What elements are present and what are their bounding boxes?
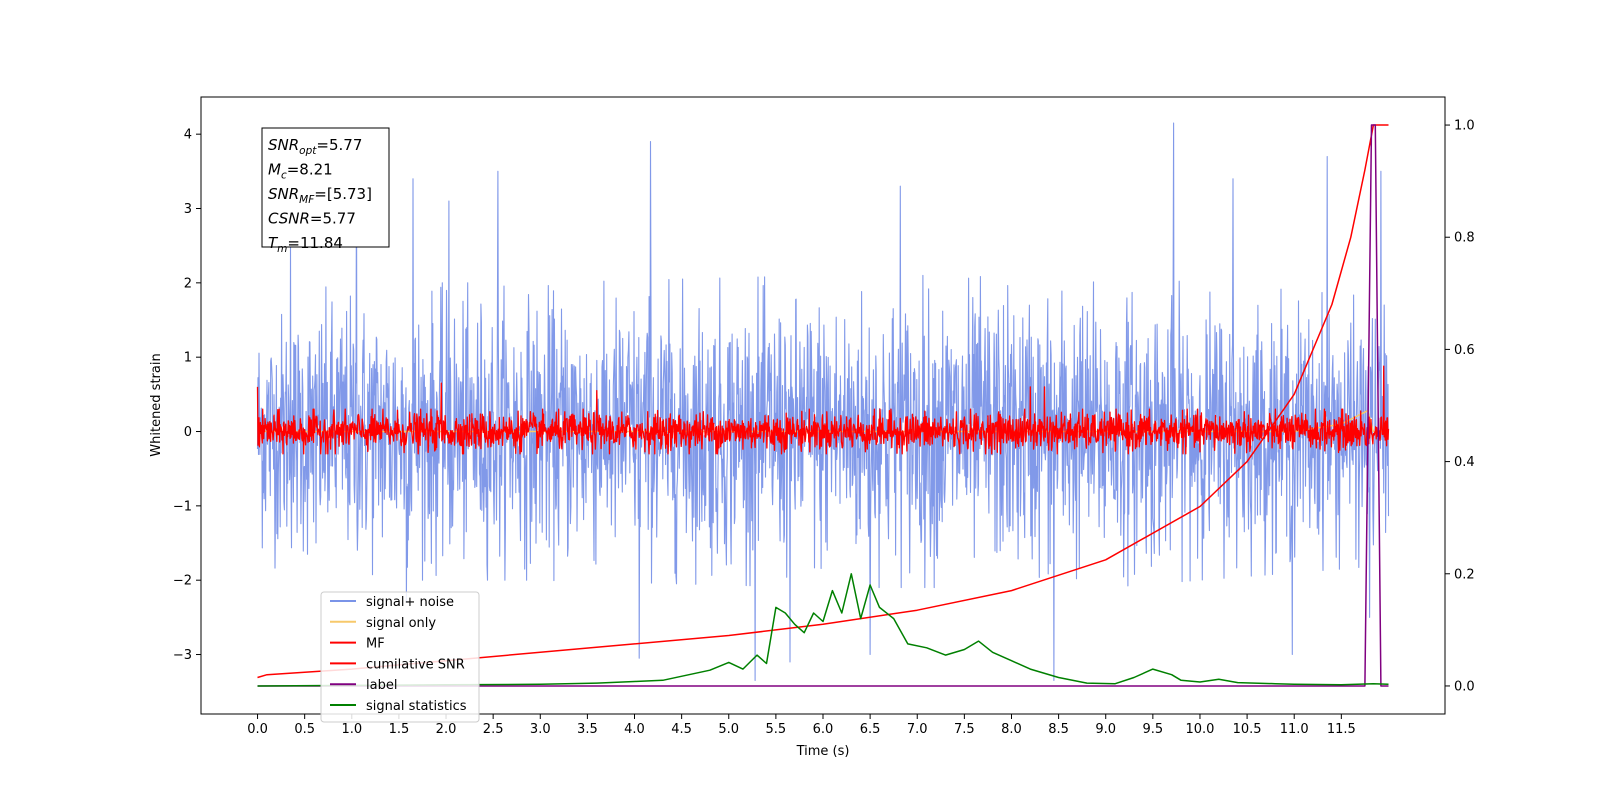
legend-label: MF [366, 637, 385, 652]
series-line [257, 573, 1389, 687]
y-tick-label: −2 [173, 574, 192, 589]
annotation-line: CSNR=5.77 [268, 210, 356, 228]
legend-label: cumilative SNR [366, 657, 465, 672]
y-right-tick-label: 0.8 [1454, 231, 1475, 246]
annotation-line: SNRopt=5.77 [268, 136, 362, 157]
series-line [257, 124, 1389, 687]
x-tick-label: 6.0 [813, 722, 834, 737]
x-tick-label: 9.0 [1095, 722, 1116, 737]
x-axis-label: Time (s) [796, 744, 850, 759]
annotation-line: SNRMF=[5.73] [268, 185, 372, 206]
legend-label: signal+ noise [366, 595, 454, 610]
x-tick-label: 1.5 [389, 722, 410, 737]
y-right-tick-label: 0.6 [1454, 343, 1475, 358]
legend-label: signal statistics [366, 699, 467, 714]
annotation-box: SNRopt=5.77 Mc=8.21 SNRMF=[5.73] CSNR=5.77 T… [261, 127, 390, 255]
series-line [256, 122, 1390, 682]
x-tick-label: 11.0 [1280, 722, 1309, 737]
x-tick-label: 8.0 [1001, 722, 1022, 737]
x-tick-label: 1.0 [341, 722, 362, 737]
y-right-tick-label: 0.0 [1454, 679, 1475, 694]
x-tick-label: 0.5 [294, 722, 315, 737]
y-axis-left: −3 −2 −1 0 1 2 3 4 [173, 128, 201, 663]
y-right-tick-label: 0.4 [1454, 455, 1475, 470]
y-tick-label: 4 [184, 128, 192, 143]
x-tick-label: 2.5 [483, 722, 504, 737]
x-tick-label: 4.0 [624, 722, 645, 737]
y-tick-label: 1 [184, 351, 192, 366]
x-tick-label: 5.5 [766, 722, 787, 737]
annotation-line: Mc=8.21 [268, 161, 333, 182]
x-tick-label: 5.0 [718, 722, 739, 737]
y-tick-label: 0 [184, 425, 192, 440]
annotation-line: Tm=11.84 [268, 234, 343, 255]
y-tick-label: 3 [184, 202, 192, 217]
legend-label: label [366, 678, 397, 693]
x-tick-label: 11.5 [1327, 722, 1356, 737]
y-tick-label: 2 [184, 276, 192, 291]
legend: signal+ noise signal only MF cumilative SNR… [320, 591, 480, 723]
x-tick-label: 0.0 [247, 722, 268, 737]
x-tick-label: 4.5 [671, 722, 692, 737]
y-axis-label: Whitened strain [149, 353, 164, 456]
x-tick-label: 10.5 [1233, 722, 1262, 737]
x-tick-label: 9.5 [1143, 722, 1164, 737]
y-tick-label: −3 [173, 648, 192, 663]
x-tick-label: 8.5 [1048, 722, 1069, 737]
x-tick-label: 3.0 [530, 722, 551, 737]
x-axis: 0.0 0.5 1.0 1.5 2.0 2.5 3.0 3.5 4.0 4.5 5.0 5.5 6.0 6… [247, 714, 1356, 737]
x-tick-label: 2.0 [436, 722, 457, 737]
x-tick-label: 3.5 [577, 722, 598, 737]
series-line [256, 365, 1390, 455]
x-tick-label: 7.0 [907, 722, 928, 737]
x-tick-label: 10.0 [1185, 722, 1214, 737]
y-right-tick-label: 0.2 [1454, 567, 1475, 582]
y-axis-right: 0.0 0.2 0.4 0.6 0.8 1.0 [1445, 119, 1475, 694]
x-tick-label: 7.5 [954, 722, 975, 737]
y-right-tick-label: 1.0 [1454, 119, 1475, 134]
x-tick-label: 6.5 [860, 722, 881, 737]
y-tick-label: −1 [173, 499, 192, 514]
legend-label: signal only [366, 616, 436, 631]
